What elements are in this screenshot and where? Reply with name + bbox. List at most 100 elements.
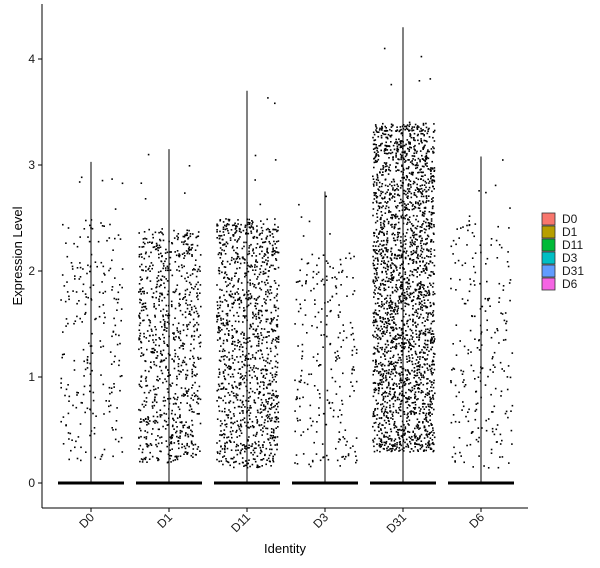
point-D11 xyxy=(219,424,222,427)
point-D31 xyxy=(407,423,409,425)
point-D11 xyxy=(259,232,261,235)
point-D31 xyxy=(424,403,426,405)
point-D11 xyxy=(271,406,273,409)
point-D11 xyxy=(273,439,275,442)
point-D31 xyxy=(400,254,403,257)
point-D31 xyxy=(414,144,416,147)
point-D31 xyxy=(402,167,405,170)
point-D11 xyxy=(249,425,252,428)
point-D3 xyxy=(329,342,332,345)
point-D0 xyxy=(119,375,122,378)
point-D1 xyxy=(173,237,176,239)
point-D31 xyxy=(400,170,403,173)
point-D31 xyxy=(405,178,407,181)
point-D31 xyxy=(384,355,386,357)
point-D31 xyxy=(430,218,433,220)
point-D31 xyxy=(404,243,407,245)
point-D3 xyxy=(339,438,341,441)
point-D31 xyxy=(389,406,391,409)
point-D11 xyxy=(243,294,245,297)
point-D11 xyxy=(218,385,221,387)
point-D3 xyxy=(337,441,340,443)
point-D11 xyxy=(267,401,269,403)
point-D31 xyxy=(419,308,422,310)
point-D31 xyxy=(416,215,418,217)
point-D11 xyxy=(224,445,226,448)
point-D1 xyxy=(138,448,140,450)
point-D1 xyxy=(178,302,180,305)
point-D31 xyxy=(431,346,434,348)
point-D11 xyxy=(225,364,227,367)
point-D31 xyxy=(393,422,396,425)
point-D31 xyxy=(393,424,395,426)
point-D11 xyxy=(228,409,230,411)
point-D6 xyxy=(460,369,462,372)
point-D0 xyxy=(67,227,70,229)
point-D31 xyxy=(411,128,413,130)
point-D11 xyxy=(220,322,223,325)
point-D31 xyxy=(421,445,424,447)
point-D1 xyxy=(143,257,146,260)
point-D31 xyxy=(427,157,430,160)
point-D31 xyxy=(408,159,410,161)
point-D31 xyxy=(433,336,435,338)
point-D31 xyxy=(406,374,408,376)
point-D31 xyxy=(425,290,428,293)
point-D31 xyxy=(413,208,415,210)
point-D31 xyxy=(415,262,418,264)
point-D1 xyxy=(156,280,159,283)
point-D1 xyxy=(144,458,147,461)
point-D1 xyxy=(163,322,166,325)
point-D31 xyxy=(394,313,397,315)
point-D11 xyxy=(266,357,269,360)
point-D31 xyxy=(380,168,382,171)
point-D1 xyxy=(156,283,158,286)
point-D1 xyxy=(156,286,158,288)
point-D31 xyxy=(416,166,419,169)
point-D31 xyxy=(386,241,389,244)
point-D11 xyxy=(266,247,269,250)
point-D3 xyxy=(342,436,344,438)
point-D11 xyxy=(233,284,235,287)
point-D11 xyxy=(258,317,261,320)
point-D31 xyxy=(407,141,410,143)
point-D31 xyxy=(423,372,426,374)
point-D31 xyxy=(397,359,400,361)
point-D31 xyxy=(419,351,421,354)
point-D31 xyxy=(396,309,399,311)
point-D3 xyxy=(342,455,345,458)
point-D31 xyxy=(419,265,421,267)
point-D31 xyxy=(376,209,379,212)
point-D31 xyxy=(411,129,413,132)
point-D11 xyxy=(265,237,268,239)
point-D1 xyxy=(167,424,170,426)
point-D31 xyxy=(430,386,432,388)
point-D11 xyxy=(233,461,235,464)
point-D31 xyxy=(402,124,405,126)
point-D31 xyxy=(415,201,417,203)
point-D11 xyxy=(267,415,270,418)
point-D31 xyxy=(417,365,420,367)
point-D1 xyxy=(191,442,193,445)
point-D1 xyxy=(176,327,178,329)
point-D1 xyxy=(143,391,146,394)
point-D3 xyxy=(349,395,351,398)
point-D31 xyxy=(419,286,422,288)
point-D31 xyxy=(381,365,383,367)
point-D31 xyxy=(422,411,424,414)
point-D11 xyxy=(270,264,272,267)
point-D31 xyxy=(420,202,422,205)
point-D31 xyxy=(418,80,421,82)
point-D1 xyxy=(169,457,171,460)
point-D1 xyxy=(181,266,184,269)
point-D31 xyxy=(386,431,388,434)
point-D1 xyxy=(166,310,168,312)
point-D11 xyxy=(262,273,265,275)
point-D11 xyxy=(231,247,234,249)
point-D31 xyxy=(423,207,426,209)
point-D11 xyxy=(271,389,274,392)
point-D31 xyxy=(392,189,394,191)
point-D31 xyxy=(375,184,378,186)
point-D31 xyxy=(420,168,422,170)
point-D1 xyxy=(175,430,178,433)
